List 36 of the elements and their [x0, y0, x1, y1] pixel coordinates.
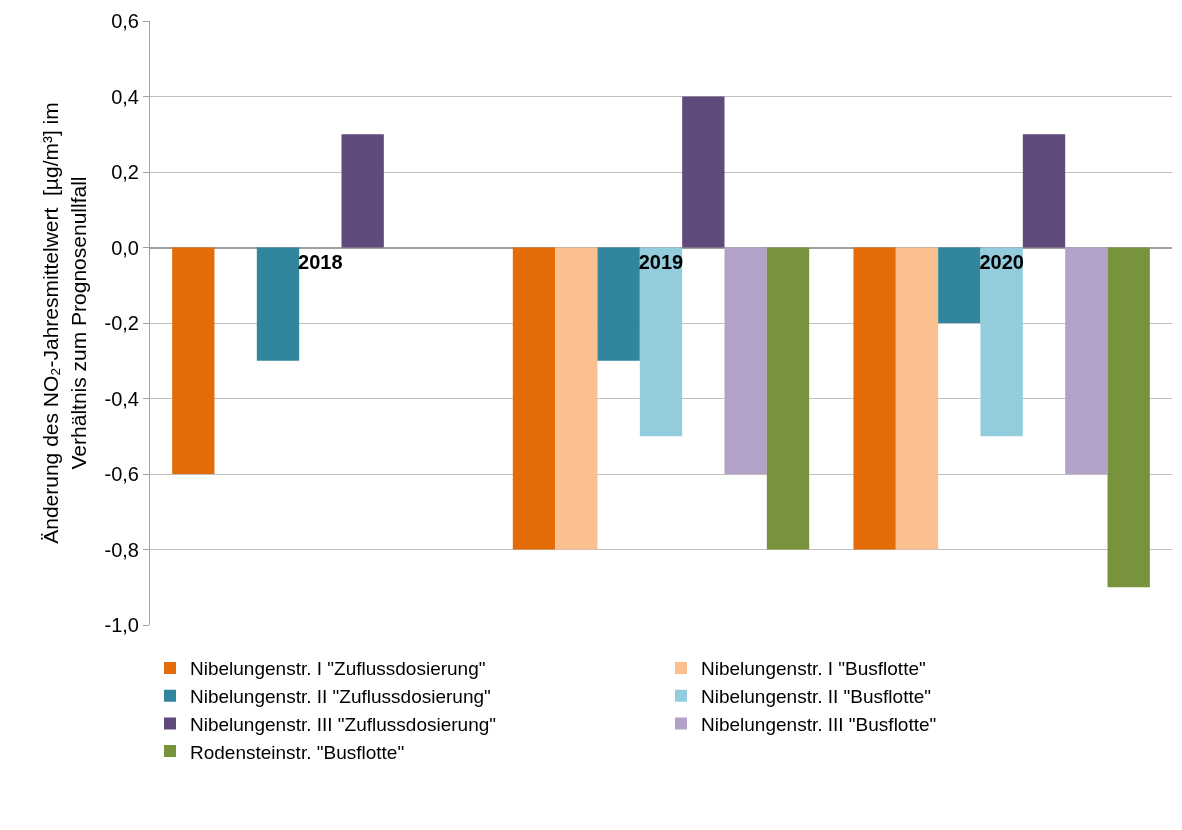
bar — [766, 247, 810, 550]
legend-label: Nibelungenstr. II "Zuflussdosierung" — [190, 686, 491, 708]
y-axis-title: Änderung des NO₂-Jahresmittelwert [µg/m³] im Verhältnis zum Prognosenullfall — [39, 102, 90, 544]
y-tick-label: 0,2 — [111, 161, 139, 183]
bar — [724, 247, 767, 474]
legend-label: Nibelungenstr. I "Zuflussdosierung" — [190, 658, 486, 680]
y-tick-label: -0,8 — [104, 538, 139, 561]
bar — [597, 247, 640, 361]
bar — [555, 247, 598, 550]
bar — [980, 247, 1023, 437]
bar — [1022, 134, 1066, 248]
legend-label: Nibelungenstr. II "Busflotte" — [701, 686, 932, 708]
bar — [853, 247, 896, 550]
y-tick-label: -0,6 — [104, 463, 139, 485]
y-tick-label: -1,0 — [104, 614, 139, 636]
y-tick-label: 0,6 — [111, 10, 139, 32]
legend-label: Nibelungenstr. III "Zuflussdosierung" — [190, 713, 497, 735]
bar — [512, 247, 556, 550]
bar — [938, 247, 981, 323]
x-tick-label: 2019 — [638, 250, 684, 273]
bar — [895, 247, 939, 550]
bar — [341, 134, 384, 248]
bar — [682, 96, 725, 248]
bar — [1065, 247, 1108, 474]
y-tick-label: 0,0 — [111, 236, 139, 259]
y-tick-label: 0,4 — [111, 85, 139, 108]
y-tick-label: -0,4 — [104, 387, 139, 410]
bar — [639, 247, 683, 437]
bar — [172, 247, 215, 474]
legend-label: Nibelungenstr. I "Busflotte" — [701, 658, 926, 680]
bar — [1107, 247, 1150, 588]
y-tick-label: -0,2 — [104, 312, 139, 334]
legend-label: Rodensteinstr. "Busflotte" — [190, 741, 405, 763]
x-tick-label: 2020 — [979, 250, 1024, 273]
legend-label: Nibelungenstr. III "Busflotte" — [701, 713, 937, 735]
bar — [256, 247, 300, 361]
